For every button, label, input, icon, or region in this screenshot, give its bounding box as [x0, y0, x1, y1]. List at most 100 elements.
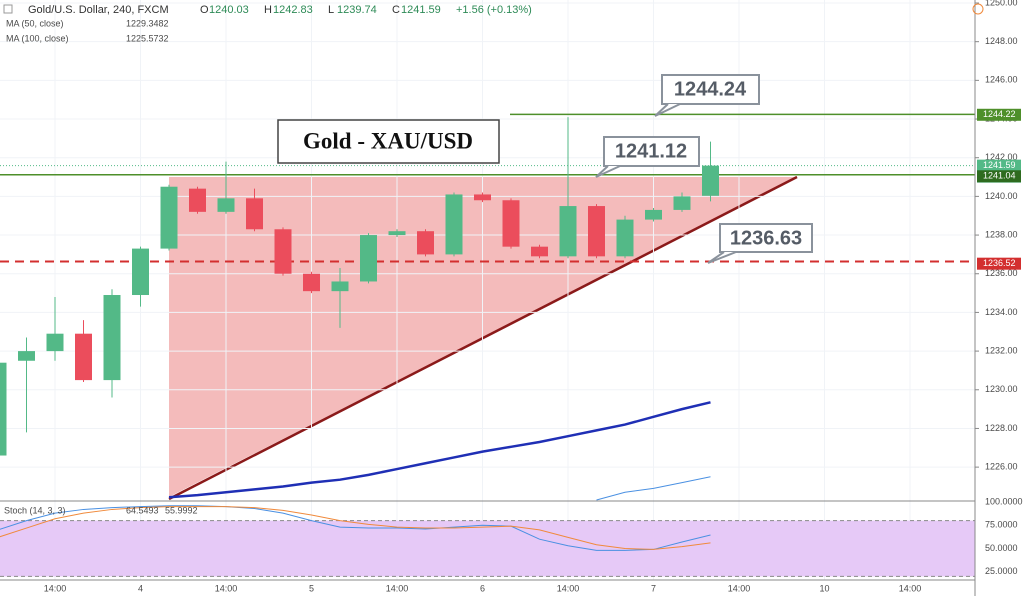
candle-body — [132, 248, 149, 296]
quote-change: +1.56 (+0.13%) — [456, 4, 532, 16]
candle-body — [616, 219, 634, 257]
candle-body — [502, 200, 520, 247]
callout-box — [603, 136, 700, 167]
x-tick-label: 14:00 — [215, 583, 238, 593]
candle-body — [588, 206, 605, 257]
candle-body — [559, 206, 577, 257]
x-tick-label: 5 — [309, 583, 314, 593]
x-tick-label: 10 — [819, 583, 829, 593]
callout-label: 1241.12 — [615, 140, 687, 162]
x-tick-label: 4 — [138, 583, 143, 593]
candle-body — [417, 231, 434, 255]
y-tick-label: 1238.00 — [985, 229, 1018, 239]
candle-body — [217, 198, 235, 212]
candle-body — [18, 351, 35, 361]
quote-label: C — [392, 4, 400, 16]
callout-label: 1236.63 — [730, 227, 802, 249]
x-tick-label: 6 — [480, 583, 485, 593]
indicator-line — [0, 506, 711, 550]
candle-body — [274, 229, 292, 274]
stoch-tick-label: 25.0000 — [985, 566, 1018, 576]
stoch-tick-label: 100.0000 — [985, 496, 1023, 506]
x-tick-label: 14:00 — [44, 583, 67, 593]
stoch-value: 55.9992 — [165, 505, 198, 515]
title-box — [277, 119, 500, 164]
callout-pointer — [654, 103, 681, 117]
stoch-name: Stoch (14, 3, 3) — [4, 505, 66, 515]
quote-value: 1240.03 — [209, 4, 249, 16]
y-tick-label: 1226.00 — [985, 461, 1018, 471]
candle-body — [246, 198, 263, 230]
price-tag-label: 1244.22 — [983, 109, 1016, 119]
candle-body — [75, 333, 92, 381]
alert-icon[interactable] — [972, 3, 984, 15]
candle-body — [531, 246, 548, 257]
indicator-line — [0, 505, 711, 551]
collapse-icon[interactable] — [3, 4, 13, 14]
y-tick-label: 1232.00 — [985, 345, 1018, 355]
quote-label: O — [200, 4, 209, 16]
y-tick-label: 1246.00 — [985, 75, 1018, 85]
y-tick-label: 1234.00 — [985, 307, 1018, 317]
x-tick-label: 7 — [651, 583, 656, 593]
quote-label: L — [328, 4, 334, 16]
quote-label: H — [264, 4, 272, 16]
indicator-line — [596, 476, 711, 501]
quote-value: 1239.74 — [337, 4, 377, 16]
indicator-value: 1225.5732 — [126, 33, 169, 43]
x-tick-label: 14:00 — [728, 583, 751, 593]
y-tick-label: 1236.00 — [985, 268, 1018, 278]
quote-value: 1241.59 — [401, 4, 441, 16]
callout-pointer — [595, 165, 621, 178]
candle-body — [702, 165, 719, 196]
candle-body — [0, 362, 7, 456]
callout: 1236.63 — [707, 223, 813, 264]
indicator-name: MA (100, close) — [6, 33, 69, 43]
x-tick-label: 14:00 — [386, 583, 409, 593]
x-tick-label: 14:00 — [899, 583, 922, 593]
y-tick-label: 1242.00 — [985, 152, 1018, 162]
y-tick-label: 1248.00 — [985, 36, 1018, 46]
callout-box — [661, 74, 760, 105]
candle-body — [474, 194, 491, 201]
stoch-band — [0, 520, 975, 577]
callout-box — [719, 223, 813, 253]
callout-label: 1244.24 — [674, 78, 747, 100]
callout: 1241.12 — [595, 136, 700, 178]
price-tag — [977, 170, 1021, 183]
candle-body — [445, 194, 463, 255]
stoch-tick-label: 75.0000 — [985, 520, 1018, 530]
candle-body — [303, 273, 320, 292]
candle-body — [388, 231, 406, 236]
y-tick-label: 1240.00 — [985, 191, 1018, 201]
callout: 1244.24 — [654, 74, 760, 117]
candle-body — [189, 188, 206, 212]
y-tick-label: 1230.00 — [985, 384, 1018, 394]
candle-body — [645, 209, 662, 220]
x-tick-label: 14:00 — [557, 583, 580, 593]
quote-value: 1242.83 — [273, 4, 313, 16]
indicator-line — [168, 401, 711, 499]
price-tag — [977, 108, 1021, 121]
candle-body — [103, 295, 121, 381]
callout-pointer — [707, 251, 737, 264]
stoch-value: 64.5493 — [126, 505, 159, 515]
price-tag-label: 1241.59 — [983, 160, 1016, 170]
price-tag-label: 1236.52 — [983, 258, 1016, 268]
symbol-label: Gold/U.S. Dollar, 240, FXCM — [28, 4, 169, 16]
indicator-value: 1229.3482 — [126, 18, 169, 28]
chart-title: Gold - XAU/USD — [303, 128, 473, 153]
y-tick-label: 1250.00 — [985, 0, 1018, 7]
stoch-tick-label: 50.0000 — [985, 543, 1018, 553]
indicator-name: MA (50, close) — [6, 18, 64, 28]
price-tag — [977, 159, 1021, 172]
price-tag — [977, 257, 1021, 270]
trendline-shadow — [171, 178, 798, 504]
y-tick-label: 1228.00 — [985, 423, 1018, 433]
candle-body — [331, 281, 349, 292]
price-tag-label: 1241.04 — [983, 171, 1016, 181]
candle-body — [46, 333, 64, 352]
candle-body — [360, 235, 377, 282]
candle-body — [160, 186, 178, 249]
